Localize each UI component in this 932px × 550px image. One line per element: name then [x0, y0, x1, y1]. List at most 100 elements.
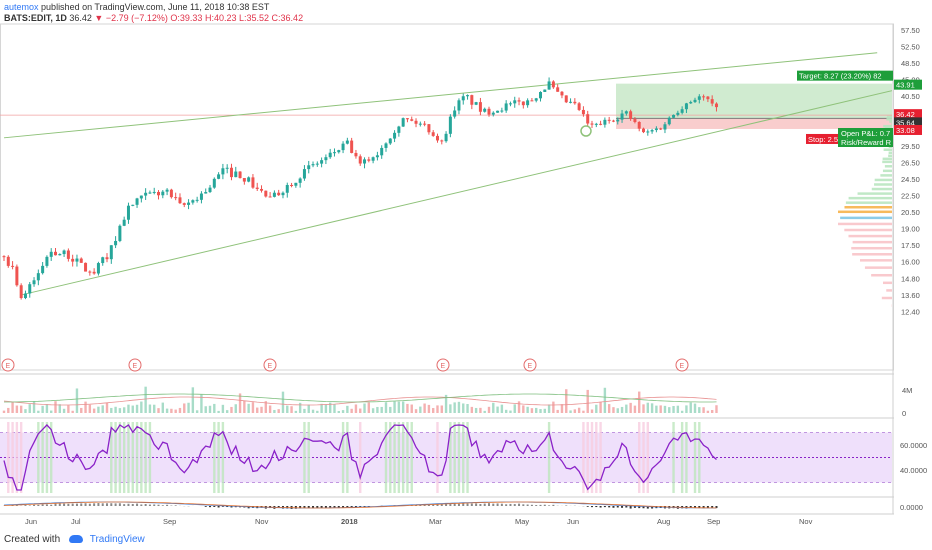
macd-histogram-bar — [522, 504, 525, 506]
volume-bar — [625, 404, 628, 413]
volume-bar — [122, 407, 126, 413]
candle-body — [75, 258, 79, 262]
candle-body — [680, 109, 684, 113]
volume-bar — [672, 406, 675, 413]
candle-body — [697, 96, 701, 100]
target-zone — [616, 83, 892, 119]
macd-histogram-bar — [354, 506, 357, 508]
volume-bar — [659, 405, 662, 413]
volume-bar — [204, 406, 207, 413]
macd-histogram-bar — [479, 504, 482, 506]
price-tick-label: 48.50 — [901, 59, 920, 68]
volume-bar — [565, 389, 568, 413]
macd-histogram-bar — [432, 504, 435, 506]
footer: Created with TradingView — [4, 534, 145, 545]
candle-body — [577, 103, 581, 110]
candle-body — [496, 110, 500, 113]
time-tick-label: Aug — [657, 517, 670, 526]
volume-bar — [234, 404, 237, 413]
macd-histogram-bar — [595, 506, 598, 508]
volume-bar — [479, 407, 482, 413]
macd-histogram-bar — [483, 503, 486, 506]
macd-histogram-bar — [599, 506, 602, 508]
candle-body — [569, 101, 573, 103]
volume-bar — [135, 404, 139, 413]
macd-histogram-bar — [706, 506, 709, 508]
volume-bar — [668, 407, 671, 413]
volume-bar — [676, 405, 680, 413]
rsi-highlight — [359, 422, 362, 493]
candle-body — [302, 169, 306, 179]
volume-bar — [556, 409, 559, 413]
macd-histogram-bar — [642, 506, 645, 509]
macd-histogram-bar — [466, 503, 469, 506]
last-price-badge-bg — [894, 109, 922, 120]
price-tick-label: 26.50 — [901, 158, 920, 167]
rsi-highlight — [217, 422, 220, 493]
macd-zero-label: 0.0000 — [900, 503, 923, 512]
candle-body — [290, 184, 294, 186]
volume-bar — [247, 403, 250, 413]
author-link[interactable]: autemox — [4, 2, 39, 12]
macd-histogram-bar — [84, 503, 87, 506]
rsi-highlight — [140, 422, 143, 493]
volume-bar — [238, 393, 242, 413]
candle-body — [350, 140, 354, 153]
macd-histogram-bar — [303, 506, 306, 509]
volume-bar — [582, 410, 585, 413]
macd-histogram-bar — [80, 503, 83, 506]
symbol-label[interactable]: BATS:EDIT, 1D — [4, 13, 67, 23]
macd-histogram-bar — [217, 506, 220, 508]
volume-bar — [148, 404, 152, 413]
macd-histogram-bar — [350, 506, 353, 508]
candle-body — [650, 130, 654, 132]
macd-histogram-bar — [324, 506, 327, 509]
candle-body — [118, 225, 122, 241]
volume-bar — [586, 389, 589, 413]
volume-bar — [629, 402, 632, 413]
rsi-highlight — [384, 422, 388, 493]
rsi-highlight — [406, 422, 409, 493]
rsi-highlight — [50, 422, 53, 493]
candle-body — [401, 118, 405, 127]
volume-bar — [15, 405, 19, 413]
candle-body — [397, 126, 401, 133]
candle-body — [414, 120, 418, 124]
volume-bar — [607, 404, 611, 413]
volume-profile-bar — [844, 228, 892, 232]
volume-bar — [290, 406, 293, 413]
volume-profile-bar — [889, 120, 892, 123]
price-tick-label: 20.50 — [901, 208, 920, 217]
volume-bar — [436, 405, 439, 413]
volume-bar — [535, 407, 538, 413]
rsi-highlight — [462, 422, 465, 493]
candle-body — [62, 250, 66, 255]
last-price: 36.42 — [69, 13, 92, 23]
rsi-highlight — [19, 422, 23, 493]
volume-bar — [620, 406, 624, 413]
candle-body — [96, 263, 100, 274]
candle-body — [199, 193, 203, 200]
candle-body — [594, 123, 598, 125]
rsi-highlight — [599, 422, 602, 493]
candle-body — [603, 119, 607, 125]
candle-body — [620, 113, 624, 120]
macd-histogram-bar — [294, 506, 297, 509]
volume-bar — [650, 403, 654, 413]
candle-body — [332, 152, 336, 154]
stop-price-badge: 33.08 — [896, 126, 915, 135]
price-tick-label: 29.50 — [901, 142, 920, 151]
macd-histogram-bar — [565, 505, 568, 506]
candle-body — [672, 114, 676, 118]
candle-body — [435, 135, 439, 141]
candle-body — [242, 178, 246, 182]
rsi-highlight — [449, 422, 452, 493]
macd-histogram-bar — [616, 506, 619, 508]
candle-body — [440, 140, 444, 142]
volume-bar — [140, 401, 143, 413]
tradingview-link[interactable]: TradingView — [89, 534, 145, 545]
volume-bar — [500, 404, 504, 413]
macd-histogram-bar — [500, 503, 503, 506]
earnings-marker-label: E — [268, 363, 273, 370]
